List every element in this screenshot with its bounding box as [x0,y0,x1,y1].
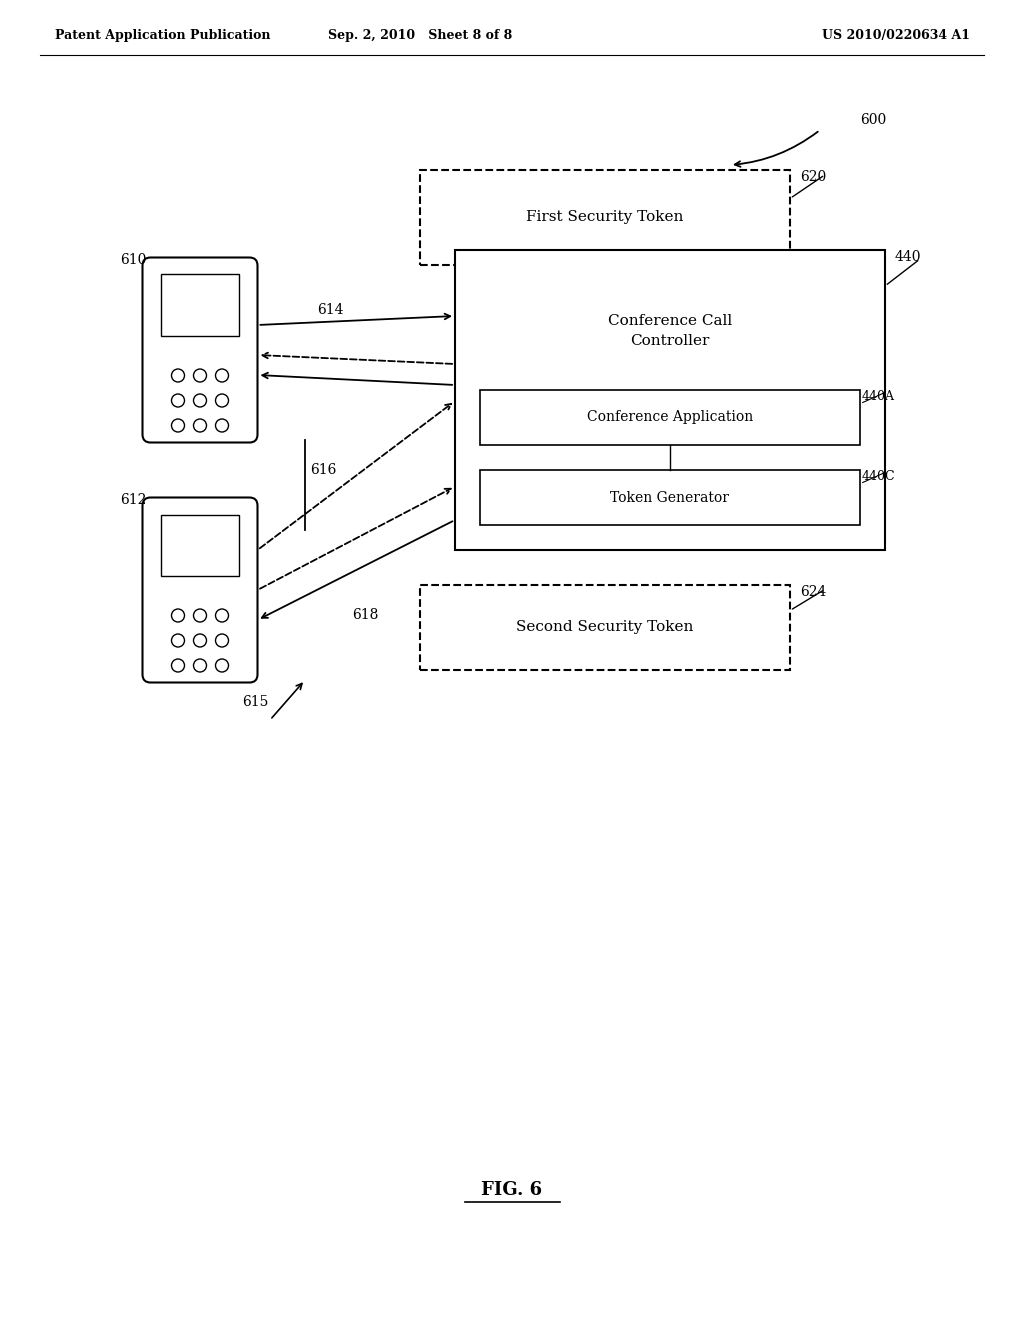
Bar [480,470,860,525]
Circle shape [215,418,228,432]
Text: 440A: 440A [862,389,895,403]
Circle shape [194,659,207,672]
Text: 612: 612 [120,492,146,507]
Bar [420,585,790,671]
FancyBboxPatch shape [142,257,257,442]
Circle shape [171,393,184,407]
Circle shape [194,418,207,432]
Text: Second Security Token: Second Security Token [516,620,693,635]
Text: 440C: 440C [862,470,896,483]
Circle shape [215,634,228,647]
Text: Conference Application: Conference Application [587,411,753,425]
Circle shape [171,370,184,381]
Text: Sep. 2, 2010   Sheet 8 of 8: Sep. 2, 2010 Sheet 8 of 8 [328,29,512,41]
Bar [161,515,239,576]
Circle shape [215,393,228,407]
Circle shape [194,609,207,622]
Text: 610: 610 [120,253,146,267]
Text: 620: 620 [800,170,826,183]
Text: Conference Call
Controller: Conference Call Controller [608,314,732,347]
Circle shape [215,609,228,622]
Circle shape [215,659,228,672]
Text: 614: 614 [316,304,343,317]
Circle shape [171,634,184,647]
FancyBboxPatch shape [142,498,257,682]
Text: US 2010/0220634 A1: US 2010/0220634 A1 [822,29,970,41]
Circle shape [171,609,184,622]
Circle shape [194,370,207,381]
Text: 615: 615 [242,696,268,709]
Text: 600: 600 [860,114,886,127]
Bar [455,249,885,550]
Circle shape [171,418,184,432]
Text: 624: 624 [800,585,826,599]
Bar [420,170,790,265]
Text: First Security Token: First Security Token [526,210,684,224]
Circle shape [171,659,184,672]
Bar [480,389,860,445]
Text: Patent Application Publication: Patent Application Publication [55,29,270,41]
Text: 440: 440 [895,249,922,264]
Circle shape [194,393,207,407]
Text: FIG. 6: FIG. 6 [481,1181,543,1199]
Circle shape [215,370,228,381]
Bar [161,275,239,335]
Text: Token Generator: Token Generator [610,491,729,504]
Circle shape [194,634,207,647]
Text: 618: 618 [352,609,378,622]
Text: 616: 616 [310,463,336,477]
